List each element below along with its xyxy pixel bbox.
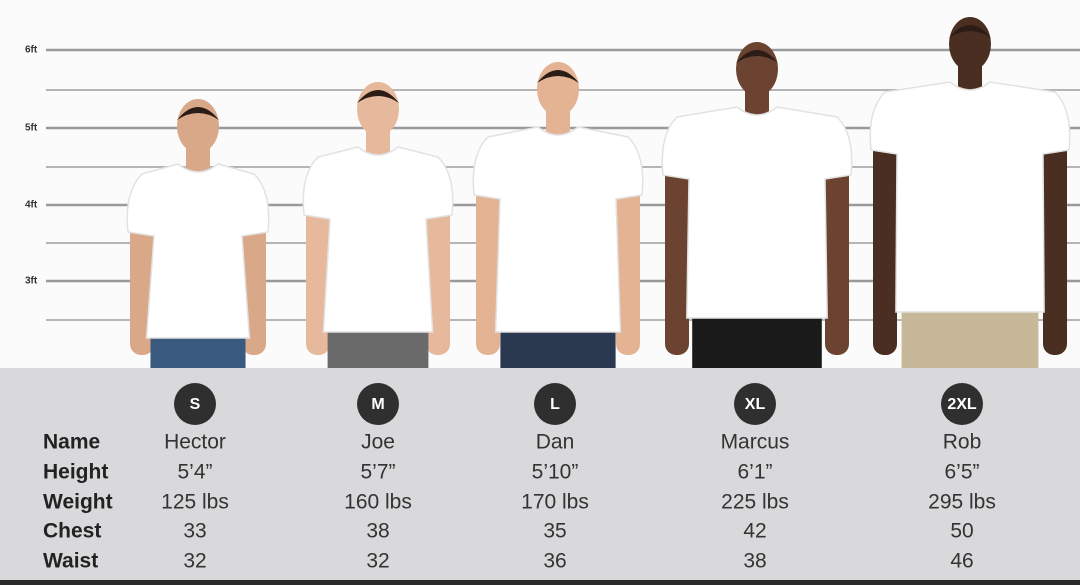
hair — [177, 107, 219, 120]
shirt — [126, 163, 270, 339]
table-cell: Marcus — [721, 431, 790, 454]
table-cell: 42 — [743, 520, 766, 543]
row-label: Waist — [43, 550, 98, 573]
size-label: 2XL — [947, 396, 977, 413]
table-cell: Rob — [943, 431, 982, 454]
table-cell: 6’5” — [944, 461, 979, 484]
table-cell: 125 lbs — [161, 491, 229, 514]
arm — [665, 135, 689, 355]
table-cell: 35 — [543, 520, 566, 543]
hair — [537, 70, 579, 83]
table-cell: 38 — [743, 550, 766, 573]
hair — [357, 90, 399, 103]
table-cell: 160 lbs — [344, 491, 412, 514]
table-cell: 32 — [183, 550, 206, 573]
height-label: 4ft — [25, 200, 38, 211]
height-label: 6ft — [25, 45, 38, 56]
table-cell: 46 — [950, 550, 973, 573]
table-cell: 5’7” — [360, 461, 395, 484]
model — [302, 82, 454, 368]
height-label: 3ft — [25, 276, 38, 287]
row-label: Name — [43, 431, 100, 454]
shirt — [869, 81, 1071, 313]
arm — [476, 155, 500, 355]
table-cell: 6’1” — [737, 461, 772, 484]
shirt — [302, 146, 454, 333]
size-badge — [357, 383, 399, 425]
size-label: XL — [745, 396, 766, 413]
table-cell: 32 — [366, 550, 389, 573]
size-table: Name Height Weight Chest Waist S Hector 5’4” 125… — [43, 383, 996, 573]
model — [126, 99, 270, 368]
size-badge — [941, 383, 983, 425]
shirt — [661, 106, 853, 319]
models — [126, 17, 1071, 368]
hair — [736, 50, 778, 63]
row-label: Height — [43, 461, 108, 484]
height-label: 5ft — [25, 123, 38, 134]
pants — [901, 302, 1039, 368]
size-label: S — [190, 396, 201, 413]
table-cell: 36 — [543, 550, 566, 573]
size-label: L — [550, 396, 560, 413]
table-cell: Hector — [164, 431, 226, 454]
row-label: Chest — [43, 520, 101, 543]
arm — [616, 155, 640, 355]
size-badge — [174, 383, 216, 425]
size-badge — [534, 383, 576, 425]
table-cell: 295 lbs — [928, 491, 996, 514]
table-cell: Dan — [536, 431, 575, 454]
arm — [825, 135, 849, 355]
shirt — [472, 126, 644, 333]
model — [472, 62, 644, 368]
table-cell: 50 — [950, 520, 973, 543]
model — [661, 42, 853, 368]
row-label: Weight — [43, 491, 113, 514]
size-badge — [734, 383, 776, 425]
table-cell: 5’10” — [532, 461, 579, 484]
table-cell: 170 lbs — [521, 491, 589, 514]
bottom-bar — [0, 580, 1080, 585]
table-cell: 225 lbs — [721, 491, 789, 514]
table-cell: 5’4” — [177, 461, 212, 484]
arm — [873, 110, 897, 355]
arm — [1043, 110, 1067, 355]
table-cell: Joe — [361, 431, 395, 454]
table-cell: 33 — [183, 520, 206, 543]
table-cell: 38 — [366, 520, 389, 543]
model — [869, 17, 1071, 368]
hair — [949, 25, 991, 38]
size-label: M — [371, 396, 384, 413]
